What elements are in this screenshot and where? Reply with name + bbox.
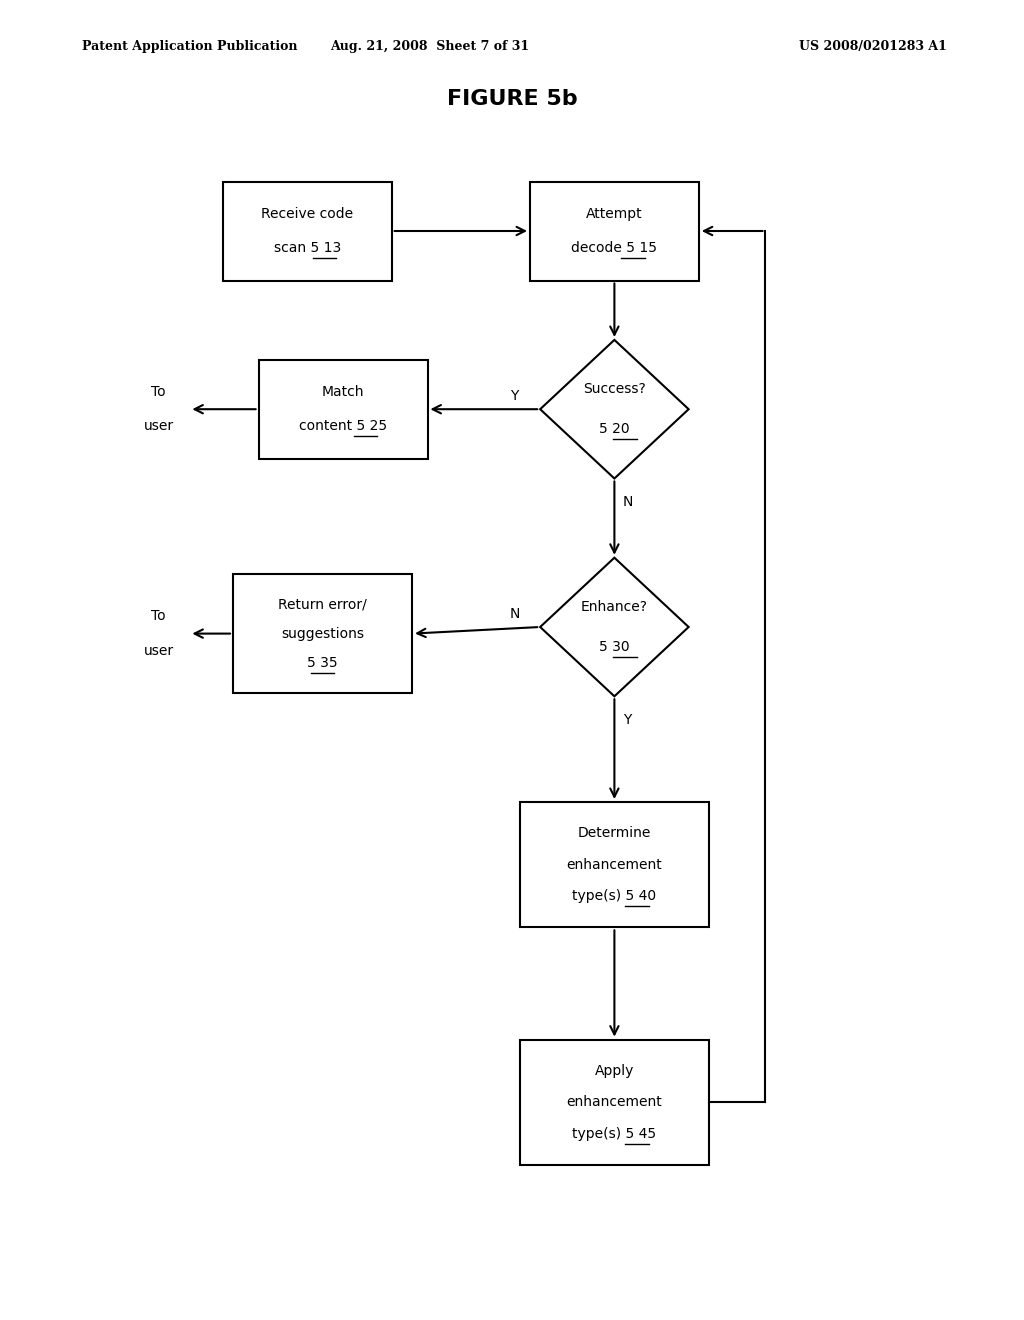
FancyBboxPatch shape (258, 360, 428, 459)
Text: Return error/: Return error/ (279, 598, 367, 611)
Text: Attempt: Attempt (586, 207, 643, 220)
Text: To: To (152, 385, 166, 399)
Text: US 2008/0201283 A1: US 2008/0201283 A1 (799, 40, 946, 53)
Text: scan 5 13: scan 5 13 (273, 242, 341, 255)
Text: suggestions: suggestions (281, 627, 365, 640)
Text: 5 20: 5 20 (599, 422, 630, 436)
FancyBboxPatch shape (519, 1040, 709, 1164)
Text: Enhance?: Enhance? (581, 601, 648, 614)
Text: Match: Match (322, 385, 365, 399)
FancyBboxPatch shape (530, 181, 698, 281)
Text: user: user (143, 644, 174, 657)
Text: Determine: Determine (578, 826, 651, 840)
Polygon shape (541, 341, 688, 479)
Text: To: To (152, 610, 166, 623)
Text: enhancement: enhancement (566, 858, 663, 871)
Text: 5 30: 5 30 (599, 640, 630, 653)
Text: user: user (143, 420, 174, 433)
FancyBboxPatch shape (222, 181, 391, 281)
Text: N: N (509, 607, 520, 620)
Text: Success?: Success? (583, 383, 646, 396)
Text: Aug. 21, 2008  Sheet 7 of 31: Aug. 21, 2008 Sheet 7 of 31 (331, 40, 529, 53)
Text: 5 35: 5 35 (307, 656, 338, 669)
FancyBboxPatch shape (233, 574, 412, 693)
Text: type(s) 5 45: type(s) 5 45 (572, 1127, 656, 1140)
Text: content 5 25: content 5 25 (299, 420, 387, 433)
Text: decode 5 15: decode 5 15 (571, 242, 657, 255)
Text: Y: Y (624, 713, 632, 727)
Text: Y: Y (510, 389, 519, 403)
Text: Apply: Apply (595, 1064, 634, 1077)
Text: N: N (623, 495, 633, 510)
Text: Patent Application Publication: Patent Application Publication (82, 40, 297, 53)
Text: FIGURE 5b: FIGURE 5b (446, 88, 578, 110)
FancyBboxPatch shape (519, 803, 709, 927)
Text: enhancement: enhancement (566, 1096, 663, 1109)
Polygon shape (541, 557, 688, 697)
Text: type(s) 5 40: type(s) 5 40 (572, 890, 656, 903)
Text: Receive code: Receive code (261, 207, 353, 220)
